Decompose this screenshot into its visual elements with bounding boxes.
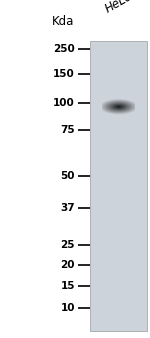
Text: 150: 150 <box>53 69 75 79</box>
Text: 100: 100 <box>53 98 75 108</box>
Text: 15: 15 <box>60 281 75 291</box>
FancyBboxPatch shape <box>90 41 147 331</box>
Text: HeLa: HeLa <box>103 0 135 15</box>
Text: 25: 25 <box>60 240 75 250</box>
Text: 10: 10 <box>60 303 75 313</box>
Text: 75: 75 <box>60 125 75 135</box>
Text: 50: 50 <box>60 171 75 181</box>
Text: Kda: Kda <box>52 16 74 28</box>
Text: 20: 20 <box>60 260 75 270</box>
Text: 250: 250 <box>53 44 75 54</box>
Text: 37: 37 <box>60 203 75 213</box>
